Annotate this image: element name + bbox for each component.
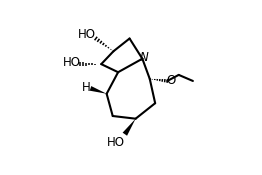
Polygon shape (90, 86, 107, 94)
Text: HO: HO (106, 136, 124, 149)
Polygon shape (123, 119, 136, 136)
Text: HO: HO (63, 56, 81, 69)
Text: H: H (81, 80, 90, 93)
Text: O: O (166, 74, 175, 87)
Text: HO: HO (78, 28, 95, 41)
Text: N: N (139, 51, 148, 64)
